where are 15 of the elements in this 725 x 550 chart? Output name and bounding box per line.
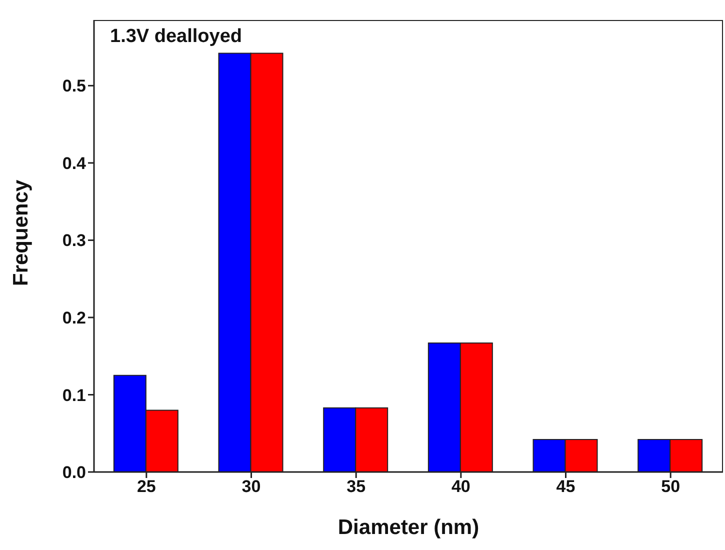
x-tick-label: 35 (346, 477, 366, 496)
y-axis-title: Frequency (9, 179, 32, 286)
y-tick-label: 0.0 (62, 463, 86, 482)
x-tick-label: 50 (661, 477, 680, 496)
annotation: 1.3V dealloyed (110, 26, 242, 48)
y-tick-label: 0.1 (62, 386, 86, 405)
y-tick-label: 0.3 (62, 231, 86, 250)
x-tick-label: 40 (451, 477, 470, 496)
y-tick-label: 0.4 (62, 154, 87, 173)
y-tick-label: 0.2 (62, 308, 86, 328)
y-tick-label: 0.5 (62, 76, 86, 96)
x-axis-title: Diameter (nm) (338, 516, 480, 539)
x-tick-label: 25 (136, 477, 156, 496)
x-tick-label: 30 (242, 477, 261, 496)
x-tick-label: 45 (556, 477, 576, 496)
